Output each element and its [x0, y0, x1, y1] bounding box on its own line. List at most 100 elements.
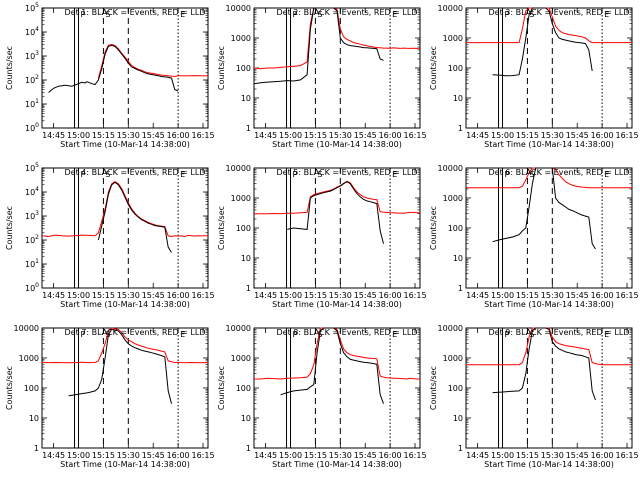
x-tick-label: 15:15 [516, 451, 539, 460]
x-tick-label: 15:00 [67, 131, 90, 140]
y-axis-label: Counts/sec [5, 366, 14, 410]
x-tick-label: 15:45 [566, 451, 589, 460]
marker-label: P [505, 170, 510, 179]
panel-title: Det 4: BLACK = Events, RED = LLD [65, 168, 206, 177]
y-tick-label: 10000 [226, 164, 251, 173]
x-tick-label: 16:00 [379, 131, 402, 140]
x-tick-label: 15:00 [279, 451, 302, 460]
panel-title: Det 6: BLACK = Events, RED = LLD [489, 168, 630, 177]
x-axis-label: Start Time (10-Mar-14 14:38:00) [272, 300, 402, 309]
y-tick-label: 100 [236, 384, 251, 393]
y-axis-label: Counts/sec [217, 46, 226, 90]
plot-frame [465, 7, 633, 129]
marker-label: E [392, 330, 397, 339]
y-tick-label: 1 [246, 284, 251, 293]
marker-label: S [317, 170, 322, 179]
y-tick-label: 100 [448, 64, 463, 73]
x-tick-label: 16:15 [615, 451, 638, 460]
y-tick-label: 10 [241, 414, 251, 423]
x-tick-label: 15:00 [279, 131, 302, 140]
panel-9: 1 10 100 1000 10000 14:45 15:00 15:15 15:30 15:45… [429, 324, 639, 469]
plot-frame [465, 327, 633, 449]
y-tick-label: 100 [236, 64, 251, 73]
marker-label: S [105, 10, 110, 19]
y-tick-label: 102 [25, 234, 39, 245]
x-tick-label: 16:15 [191, 291, 214, 300]
x-axis-label: Start Time (10-Mar-14 14:38:00) [484, 140, 614, 149]
series-lld [466, 327, 632, 366]
y-tick-label: 105 [25, 2, 39, 13]
marker-label: P [81, 170, 86, 179]
x-tick-label: 16:00 [591, 291, 614, 300]
x-tick-label: 16:15 [403, 451, 426, 460]
x-tick-label: 15:15 [304, 291, 327, 300]
x-tick-label: 15:45 [566, 131, 589, 140]
y-tick-label: 10 [241, 254, 251, 263]
y-tick-label: 1 [458, 124, 463, 133]
y-axis-label: Counts/sec [5, 206, 14, 250]
x-tick-label: 15:15 [304, 451, 327, 460]
y-tick-label: 10000 [14, 324, 39, 333]
x-tick-label: 15:45 [142, 131, 165, 140]
marker-label: P [293, 170, 298, 179]
series-events [48, 44, 179, 93]
x-tick-label: 15:30 [329, 451, 352, 460]
x-tick-label: 15:30 [541, 131, 564, 140]
panel-5: 1 10 100 1000 10000 14:45 15:00 15:15 15:30 15:45… [217, 164, 427, 309]
panel-title: Det 3: BLACK = Events, RED = LLD [489, 8, 630, 17]
x-tick-label: 15:45 [354, 131, 377, 140]
x-tick-label: 15:30 [117, 131, 140, 140]
series-lld [254, 180, 420, 215]
marker-label: P [505, 330, 510, 339]
y-tick-label: 1000 [231, 194, 251, 203]
x-tick-label: 14:45 [254, 291, 277, 300]
x-tick-label: 15:00 [67, 451, 90, 460]
marker-label: S [529, 10, 534, 19]
series-lld [466, 167, 632, 189]
x-tick-label: 15:15 [92, 451, 115, 460]
series-events [68, 328, 172, 404]
x-tick-label: 15:00 [491, 131, 514, 140]
x-tick-label: 14:45 [466, 131, 489, 140]
marker-label: E [392, 170, 397, 179]
y-axis-label: Counts/sec [429, 46, 438, 90]
x-tick-label: 15:15 [92, 291, 115, 300]
y-tick-label: 1000 [231, 34, 251, 43]
x-tick-label: 15:15 [92, 131, 115, 140]
y-tick-label: 10 [29, 414, 39, 423]
series-lld [254, 327, 420, 380]
y-axis-label: Counts/sec [5, 46, 14, 90]
y-axis-label: Counts/sec [217, 206, 226, 250]
panel-3: 1 10 100 1000 10000 14:45 15:00 15:15 15:30 15:45… [429, 4, 639, 149]
x-tick-label: 14:45 [42, 291, 65, 300]
y-tick-label: 100 [236, 224, 251, 233]
x-tick-label: 16:15 [191, 451, 214, 460]
y-tick-label: 10000 [438, 4, 463, 13]
marker-label: P [81, 330, 86, 339]
panel-title: Det 9: BLACK = Events, RED = LLD [489, 328, 630, 337]
y-axis-label: Counts/sec [429, 366, 438, 410]
x-tick-label: 15:15 [304, 131, 327, 140]
y-tick-label: 1000 [443, 194, 463, 203]
marker-label: E [604, 170, 609, 179]
marker-label: E [392, 10, 397, 19]
series-lld [97, 43, 209, 79]
y-tick-label: 1000 [231, 354, 251, 363]
x-tick-label: 15:45 [354, 291, 377, 300]
y-tick-label: 10 [453, 94, 463, 103]
y-tick-label: 1 [34, 444, 39, 453]
x-tick-label: 15:00 [491, 451, 514, 460]
y-tick-label: 10 [241, 94, 251, 103]
x-tick-label: 15:15 [516, 131, 539, 140]
y-tick-label: 10000 [438, 164, 463, 173]
marker-label: E [604, 330, 609, 339]
x-tick-label: 15:00 [491, 291, 514, 300]
series-events [287, 181, 384, 244]
y-tick-label: 100 [25, 282, 39, 293]
marker-label: S [105, 170, 110, 179]
marker-label: S [529, 170, 534, 179]
y-tick-label: 1 [246, 124, 251, 133]
panel-6: 1 10 100 1000 10000 14:45 15:00 15:15 15:30 15:45… [429, 164, 639, 309]
x-tick-label: 15:30 [541, 451, 564, 460]
